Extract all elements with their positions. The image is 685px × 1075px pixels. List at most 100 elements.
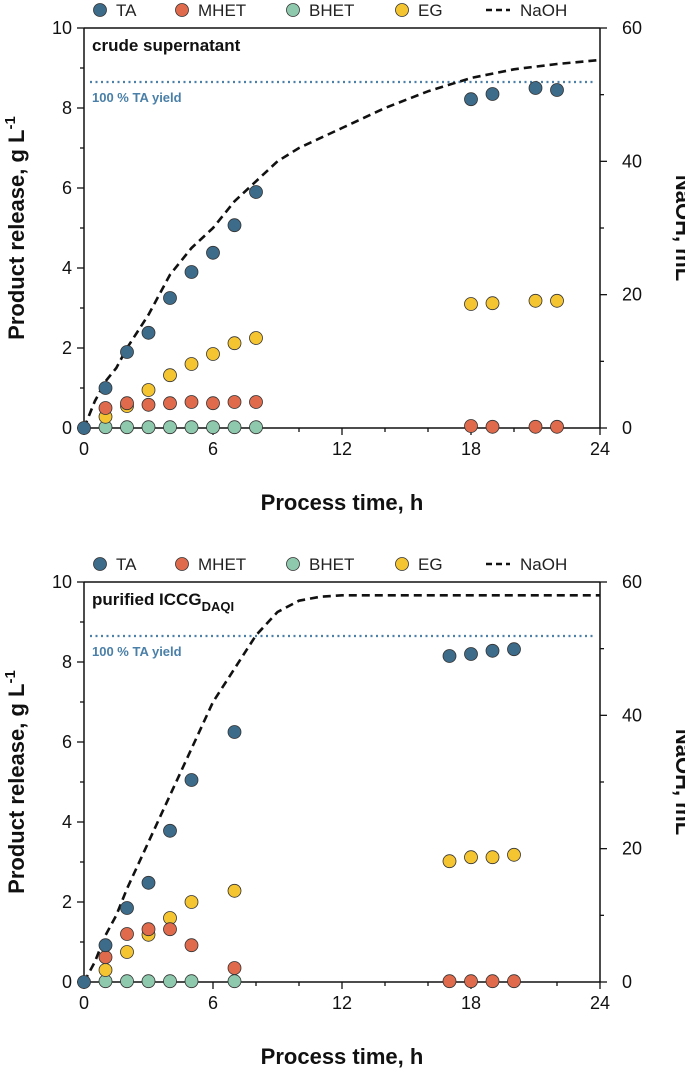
legend-swatch-bhet bbox=[286, 3, 300, 17]
eg-point bbox=[550, 293, 564, 308]
naoh-line bbox=[82, 58, 601, 429]
eg-point bbox=[120, 945, 134, 959]
eg-point bbox=[98, 963, 113, 977]
eg-point bbox=[507, 847, 521, 862]
mhet-point bbox=[464, 419, 478, 433]
x-tick-label: 24 bbox=[590, 439, 610, 459]
legend-item-eg: EG bbox=[395, 1, 443, 20]
eg-point bbox=[485, 296, 500, 311]
bhet-point bbox=[120, 974, 134, 989]
mhet-point bbox=[485, 974, 500, 989]
y-tick-label: 10 bbox=[52, 18, 72, 38]
mhet-point bbox=[163, 922, 177, 937]
series-eg bbox=[98, 847, 521, 977]
mhet-point bbox=[227, 395, 242, 409]
panel-title-main: crude supernatant bbox=[92, 36, 241, 55]
mhet-point bbox=[249, 395, 263, 409]
eg-point bbox=[249, 331, 263, 345]
legend-label-bhet: BHET bbox=[309, 1, 354, 20]
series-ta bbox=[77, 81, 564, 435]
series-eg bbox=[98, 293, 564, 424]
y2-tick-label: 0 bbox=[622, 972, 632, 992]
eg-point bbox=[163, 368, 177, 383]
legend-swatch-mhet bbox=[175, 3, 189, 17]
x-tick-label: 18 bbox=[461, 993, 481, 1013]
mhet-point bbox=[163, 396, 177, 411]
ta-point bbox=[227, 218, 242, 233]
mhet-point bbox=[550, 419, 564, 434]
bhet-point bbox=[184, 420, 199, 435]
legend-label-mhet: MHET bbox=[198, 555, 246, 574]
y2-tick-label: 60 bbox=[622, 18, 642, 38]
y-tick-label: 2 bbox=[62, 338, 72, 358]
y2-axis-title: NaOH, mL bbox=[671, 729, 685, 835]
ta-point bbox=[141, 875, 156, 890]
legend-item-bhet: BHET bbox=[286, 555, 354, 574]
legend-item-bhet: BHET bbox=[286, 1, 354, 20]
ta-point bbox=[464, 647, 478, 661]
y-tick-label: 8 bbox=[62, 652, 72, 672]
panel-title: crude supernatant bbox=[92, 36, 241, 55]
ta-point bbox=[507, 642, 521, 657]
y-tick-label: 2 bbox=[62, 892, 72, 912]
y-tick-label: 8 bbox=[62, 98, 72, 118]
eg-point bbox=[227, 336, 242, 351]
y-tick-label: 6 bbox=[62, 732, 72, 752]
panel-title-main: purified ICCG bbox=[92, 590, 202, 609]
y-axis-title-sup: -1 bbox=[2, 116, 19, 129]
y2-tick-label: 60 bbox=[622, 572, 642, 592]
ta-point bbox=[163, 823, 177, 838]
y-tick-label: 4 bbox=[62, 812, 72, 832]
ta-point bbox=[120, 901, 134, 915]
y-axis-title-main: Product release, g L bbox=[4, 130, 29, 340]
eg-point bbox=[442, 854, 457, 869]
legend-item-ta: TA bbox=[93, 1, 137, 20]
ta-yield-label: 100 % TA yield bbox=[92, 644, 182, 659]
legend-swatch-ta bbox=[93, 557, 107, 571]
x-tick-label: 12 bbox=[332, 993, 352, 1013]
mhet-point bbox=[528, 419, 543, 434]
mhet-point bbox=[120, 927, 134, 941]
x-tick-label: 0 bbox=[79, 439, 89, 459]
legend: TA MHET BHET EG NaOH bbox=[93, 555, 567, 574]
ta-point bbox=[77, 421, 91, 435]
mhet-point bbox=[120, 396, 134, 411]
legend-item-mhet: MHET bbox=[175, 1, 246, 20]
mhet-point bbox=[141, 397, 156, 412]
legend-swatch-eg bbox=[395, 3, 409, 17]
ta-point bbox=[227, 725, 242, 739]
bhet-point bbox=[120, 420, 134, 435]
bhet-point bbox=[184, 974, 199, 989]
eg-point bbox=[485, 850, 500, 865]
y-tick-label: 0 bbox=[62, 972, 72, 992]
legend: TA MHET BHET EG NaOH bbox=[93, 1, 567, 20]
ta-point bbox=[249, 185, 263, 199]
x-axis-title: Process time, h bbox=[261, 1044, 424, 1069]
x-tick-label: 6 bbox=[208, 439, 218, 459]
x-tick-label: 12 bbox=[332, 439, 352, 459]
y-axis-title-main: Product release, g L bbox=[4, 684, 29, 894]
series-ta bbox=[77, 642, 521, 989]
ta-point bbox=[98, 938, 113, 953]
legend-label-eg: EG bbox=[418, 1, 443, 20]
mhet-point bbox=[98, 401, 113, 415]
legend-label-bhet: BHET bbox=[309, 555, 354, 574]
bhet-point bbox=[206, 420, 220, 435]
series-bhet bbox=[98, 420, 263, 435]
legend-item-eg: EG bbox=[395, 555, 443, 574]
mhet-point bbox=[184, 395, 199, 409]
ta-point bbox=[184, 773, 199, 787]
legend-label-ta: TA bbox=[116, 555, 137, 574]
mhet-point bbox=[464, 974, 478, 989]
ta-point bbox=[163, 291, 177, 305]
y-axis-title: Product release, g L-1 bbox=[2, 670, 29, 894]
mhet-point bbox=[485, 419, 500, 434]
x-tick-label: 6 bbox=[208, 993, 218, 1013]
series-mhet bbox=[98, 922, 521, 989]
legend-swatch-ta bbox=[93, 3, 107, 17]
y-tick-label: 10 bbox=[52, 572, 72, 592]
y2-tick-label: 20 bbox=[622, 839, 642, 859]
legend-swatch-bhet bbox=[286, 557, 300, 571]
